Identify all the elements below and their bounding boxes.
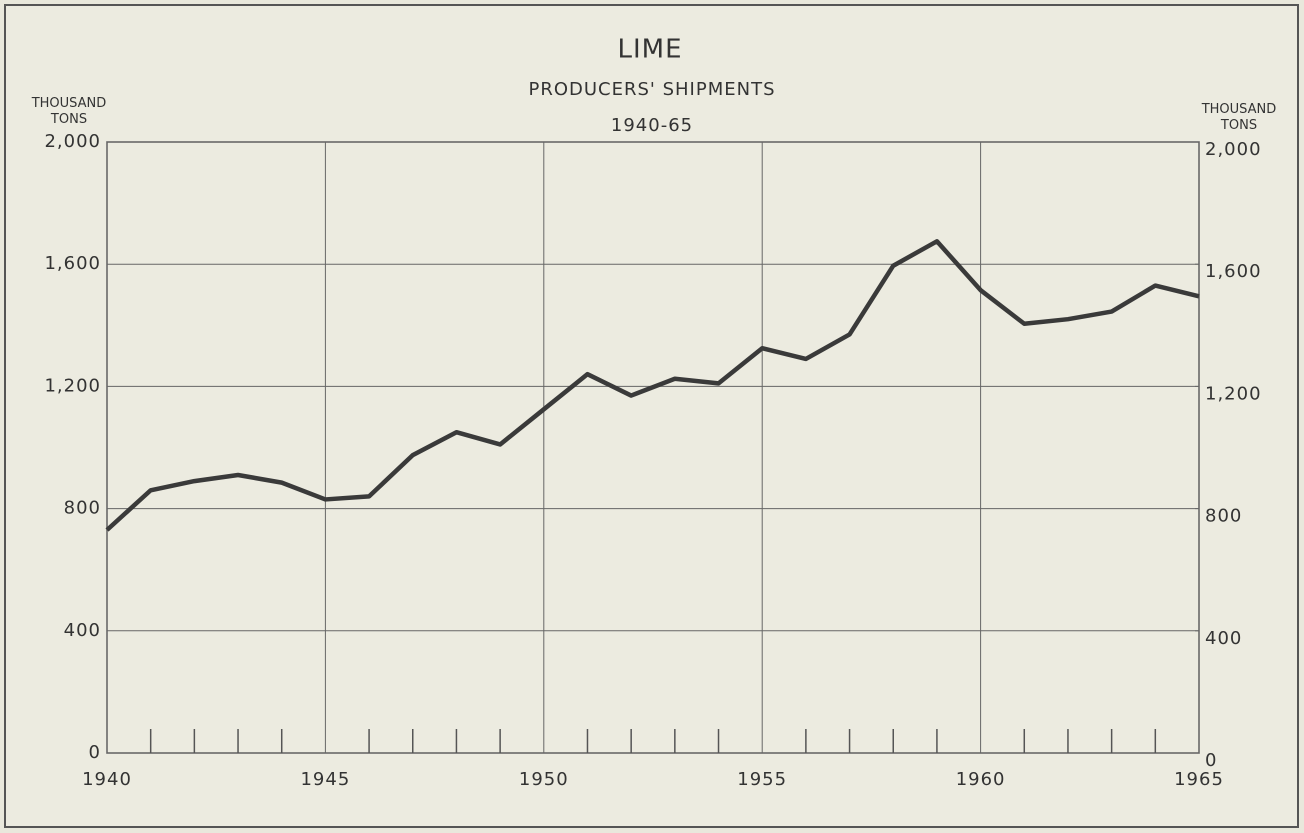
y2-tick-label: 2,000	[1205, 139, 1262, 160]
y-tick-label: 2,000	[44, 131, 101, 152]
x-tick-label: 1945	[300, 769, 350, 790]
y2-tick-label: 1,200	[1205, 383, 1262, 404]
y2-tick-label: 1,600	[1205, 261, 1262, 282]
x-tick-label: 1940	[82, 769, 132, 790]
y-tick-label: 400	[64, 620, 101, 641]
y-tick-label: 800	[64, 498, 101, 519]
y-tick-label: 0	[89, 742, 101, 763]
y2-tick-label: 0	[1205, 750, 1217, 771]
chart-subtitle: PRODUCERS' SHIPMENTS	[528, 79, 775, 100]
x-tick-label: 1950	[519, 769, 569, 790]
y2-axis-label: THOUSAND TONS	[1201, 102, 1277, 133]
data-line	[105, 239, 1200, 532]
y2-tick-label: 400	[1205, 628, 1242, 649]
y2-tick-label: 800	[1205, 506, 1242, 527]
chart-title: LIME	[617, 35, 682, 65]
y-tick-label: 1,200	[44, 375, 101, 396]
y-tick-label: 1,600	[44, 253, 101, 274]
x-tick-label: 1960	[956, 769, 1006, 790]
chart-subtitle: 1940-65	[611, 115, 693, 136]
x-tick-label: 1965	[1174, 769, 1224, 790]
y-axis-label: THOUSAND TONS	[31, 96, 107, 127]
x-tick-label: 1955	[737, 769, 787, 790]
